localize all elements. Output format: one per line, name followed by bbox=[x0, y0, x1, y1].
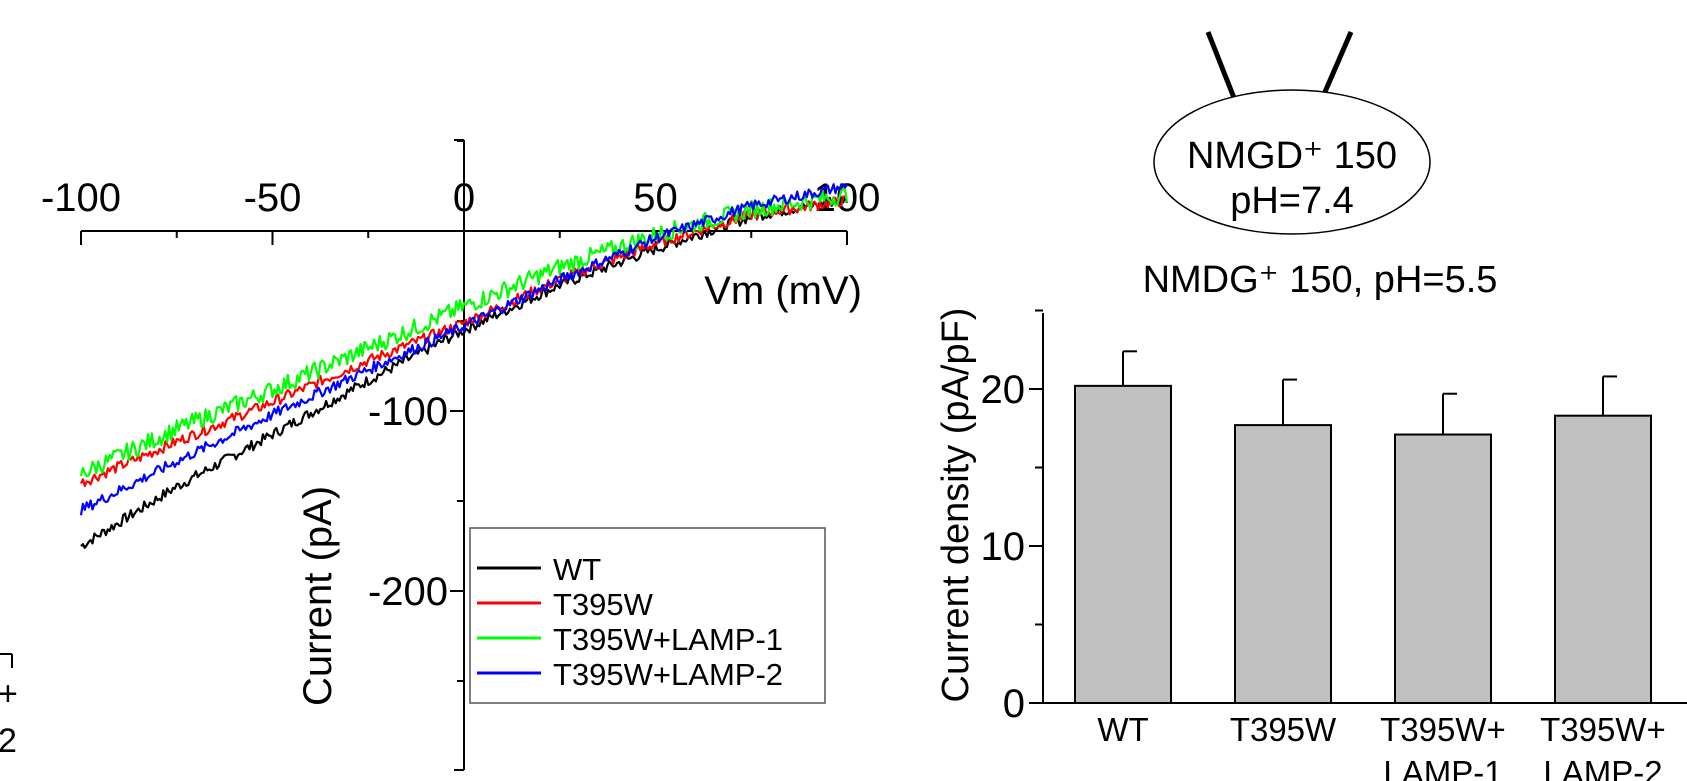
bar-wt bbox=[1074, 384, 1172, 704]
bar-y-ticks: 0 10 20 bbox=[981, 309, 1043, 726]
iv-x-tick-label: -100 bbox=[41, 176, 121, 220]
current-density-bar-chart: NMDG⁺ 150, pH=5.5 Current density (pA/pF… bbox=[935, 259, 1687, 781]
bar-bars-group bbox=[1074, 350, 1652, 704]
iv-legend: WT T395W T395W+LAMP-1 T395W+LAMP-2 bbox=[469, 527, 826, 704]
legend-label-t395w: T395W bbox=[553, 587, 654, 622]
bar-t395w bbox=[1234, 424, 1332, 704]
iv-x-ticks: -100 -50 0 50 100 bbox=[41, 176, 880, 245]
fragment-digit: 2 bbox=[0, 722, 17, 760]
bar-x-label-t395w-lamp-2: T395W+ bbox=[1540, 711, 1666, 748]
bar-x-label-t395w: T395W bbox=[1230, 711, 1337, 748]
pipette-ph-label: pH=7.4 bbox=[1230, 180, 1354, 222]
iv-x-tick-label: -50 bbox=[244, 176, 302, 220]
legend-label-t395w-lamp2: T395W+LAMP-2 bbox=[553, 657, 783, 692]
iv-y-tick-label: -100 bbox=[368, 390, 448, 434]
pipette-diagram: NMGD⁺ 150 pH=7.4 bbox=[1153, 31, 1431, 235]
bar-x-label-line2-t395w-lamp-1: LAMP-1 bbox=[1383, 754, 1502, 781]
legend-label-wt: WT bbox=[553, 552, 601, 587]
bar-t395w-lamp-1 bbox=[1394, 433, 1492, 704]
iv-x-tick-label: 50 bbox=[633, 176, 678, 220]
iv-x-tick-label: 0 bbox=[453, 176, 475, 220]
legend-label-t395w-lamp1: T395W+LAMP-1 bbox=[553, 622, 783, 657]
iv-curve-plot: -100 -50 0 50 100 -100-200 Vm (mV) Current (… bbox=[41, 139, 880, 771]
bar-x-label-line2-t395w-lamp-2: LAMP-2 bbox=[1543, 754, 1662, 781]
iv-y-axis-label: Current (pA) bbox=[296, 486, 340, 706]
iv-trace-t395w-lamp-2 bbox=[79, 183, 848, 516]
iv-trace-t395w bbox=[80, 195, 848, 488]
bar-y-axis-label: Current density (pA/pF) bbox=[935, 308, 977, 703]
bar-y-tick-label: 10 bbox=[981, 525, 1026, 569]
bar-t395w-lamp-2 bbox=[1554, 414, 1652, 704]
bar-chart-title: NMDG⁺ 150, pH=5.5 bbox=[1143, 259, 1498, 301]
iv-y-tick-label: -200 bbox=[368, 570, 448, 614]
fragment-plus: + bbox=[0, 675, 18, 713]
iv-series-group bbox=[79, 183, 849, 549]
bar-y-tick-label: 20 bbox=[981, 368, 1026, 412]
bar-y-tick-label: 0 bbox=[1003, 682, 1025, 726]
iv-x-axis-label: Vm (mV) bbox=[704, 269, 862, 313]
iv-trace-t395w-lamp-1 bbox=[79, 188, 849, 478]
bar-x-label-t395w-lamp-1: T395W+ bbox=[1380, 711, 1506, 748]
left-cropped-fragment: + 2 bbox=[0, 653, 18, 760]
pipette-solution-label: NMGD⁺ 150 bbox=[1187, 135, 1397, 177]
iv-y-ticks: -100 -200 bbox=[368, 139, 464, 771]
bar-x-labels: WT T395W T395W+ LAMP-1 T395W+ LAMP-2 bbox=[1097, 711, 1665, 781]
pipette-cell-ellipse bbox=[1153, 89, 1431, 235]
bar-x-label-wt: WT bbox=[1097, 711, 1148, 748]
